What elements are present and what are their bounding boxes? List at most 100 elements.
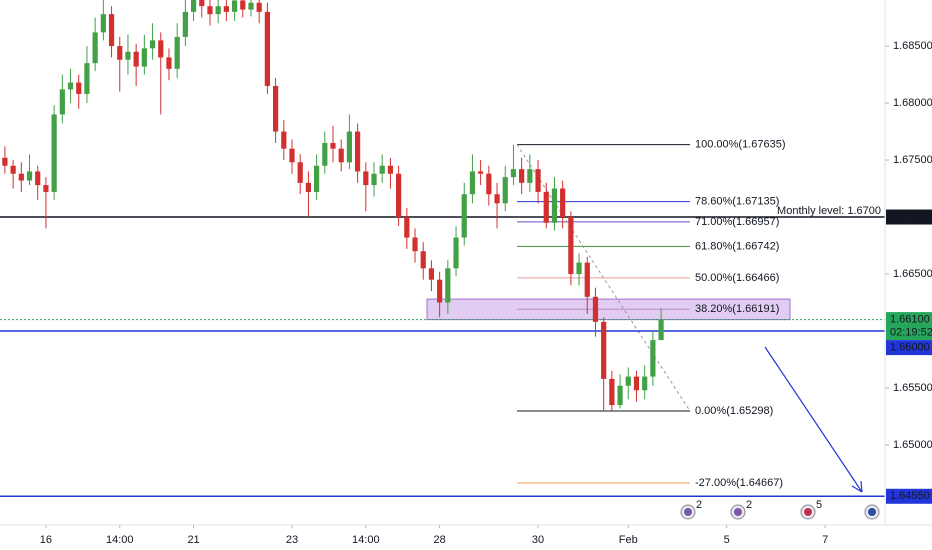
candle-body (108, 14, 115, 47)
x-tick-label: 14:00 (352, 534, 380, 546)
candle-body (10, 165, 16, 174)
candle-body (231, 0, 238, 12)
candle-body (387, 165, 394, 174)
candle-body (371, 173, 377, 186)
y-tick-label: 1.68000 (893, 97, 932, 109)
candle-body (240, 0, 246, 10)
candle-body (396, 173, 402, 218)
candle-body (379, 165, 385, 174)
price-label-box (886, 209, 932, 225)
candle-body (363, 171, 369, 186)
candle-body (264, 11, 270, 86)
candle-body (223, 6, 229, 12)
candle-body (190, 0, 197, 12)
candle-body (149, 40, 156, 49)
candle-body (133, 51, 139, 67)
candle-body (625, 376, 631, 386)
event-icon (864, 504, 880, 520)
candle-body (174, 36, 180, 69)
candle-body (297, 162, 303, 183)
price-label: 1.67000 (890, 211, 930, 223)
plot-area: 100.00%(1.67635) 78.60%(1.67135) 71.00%(1.… (0, 0, 885, 498)
candle-body (305, 182, 311, 192)
candle-body (461, 194, 467, 238)
fib-label: 0.00%(1.65298) (695, 405, 773, 417)
candle-body (182, 11, 188, 37)
candle-body (592, 296, 599, 322)
candle-body (117, 46, 123, 60)
candle-body (35, 171, 41, 186)
candle-body (609, 378, 615, 406)
candle-body (642, 376, 648, 391)
event-count: 2 (746, 499, 752, 511)
arrow-head (851, 480, 863, 493)
candle-body (355, 131, 361, 172)
fib-label: 38.20%(1.66191) (695, 303, 779, 315)
candle-body (330, 142, 336, 149)
candle-body (100, 14, 106, 33)
y-tick-label: 1.67500 (893, 154, 932, 166)
candle-body (502, 177, 508, 204)
candle-body (560, 188, 566, 218)
event-flag (734, 508, 742, 516)
candle-body (289, 148, 295, 163)
candle-body (141, 48, 147, 67)
candle-body (420, 251, 426, 269)
fib-label: 100.00%(1.67635) (695, 139, 786, 151)
y-tick-label: 1.65500 (893, 382, 932, 394)
candle-body (576, 262, 582, 275)
fib-label: 78.60%(1.67135) (695, 196, 779, 208)
fib-label: -27.00%(1.64667) (695, 477, 783, 489)
candle-body (18, 173, 24, 181)
candle-body (428, 268, 435, 280)
event-count: 2 (696, 499, 702, 511)
candle-body (486, 173, 492, 195)
candle-body (207, 6, 213, 15)
candle-body (248, 2, 254, 10)
x-tick-label: 23 (286, 534, 298, 546)
candle-body (199, 0, 205, 7)
candle-body (59, 89, 65, 115)
price-label-box (886, 312, 932, 341)
candle-body (281, 131, 287, 149)
x-tick-label: Feb (619, 534, 638, 546)
x-tick-label: 5 (724, 534, 730, 546)
candle-body (535, 169, 541, 192)
candle-body (510, 169, 517, 178)
countdown: 02:19:52 (890, 327, 932, 339)
candle-body (617, 385, 623, 406)
candle-body (527, 169, 533, 183)
candle-body (2, 157, 8, 166)
y-tick-label: 1.66500 (893, 268, 932, 280)
x-tick-label: 28 (434, 534, 446, 546)
candle-body (338, 148, 344, 163)
event-flag (868, 508, 876, 516)
price-label-box (886, 340, 932, 356)
fib-trend (516, 144, 691, 412)
candle-body (158, 40, 164, 58)
candle-body (67, 82, 74, 90)
candle-body (313, 165, 320, 192)
x-tick-label: 30 (532, 534, 544, 546)
arrow (764, 346, 863, 493)
candle-body (658, 319, 664, 341)
candle-body (215, 6, 221, 15)
candle-body (92, 32, 98, 64)
event-flag (804, 508, 812, 516)
candle-body (601, 321, 607, 379)
candle-body (478, 171, 484, 174)
candle-body (272, 85, 279, 132)
fib-label: 71.00%(1.66957) (695, 216, 779, 228)
x-tick-label: 14:00 (106, 534, 134, 546)
candle-body (445, 268, 451, 303)
candle-body (494, 194, 500, 204)
candle-body (469, 171, 476, 195)
candle-body (26, 171, 33, 181)
candle-body (346, 131, 353, 163)
x-tick-label: 16 (40, 534, 52, 546)
candle-body (412, 237, 418, 252)
candle-body (437, 279, 443, 303)
candle-body (166, 57, 172, 69)
event-count: 5 (816, 499, 822, 511)
